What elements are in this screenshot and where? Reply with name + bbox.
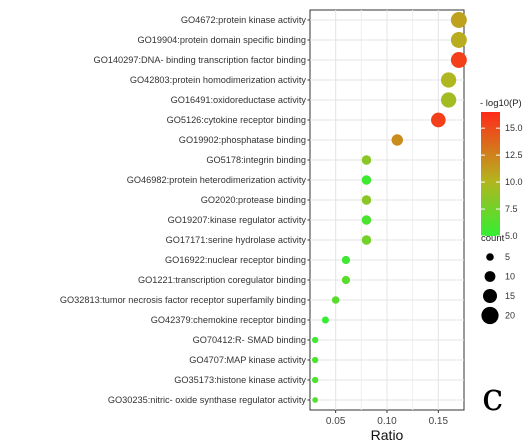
size-legend-title: count <box>481 233 505 244</box>
bubble <box>311 336 319 344</box>
go-term-label: GO4707:MAP kinase activity <box>189 355 306 365</box>
go-term-label: GO17171:serine hydrolase activity <box>166 235 307 245</box>
color-legend-label: 12.5 <box>505 150 523 160</box>
bubble <box>361 155 372 165</box>
x-axis-ticks: 0.05 0.10 0.15 <box>326 410 449 427</box>
go-term-labels: GO4672:protein kinase activity GO19904:pr… <box>60 15 310 405</box>
size-legend-label: 5 <box>505 252 510 262</box>
bubbles <box>311 12 467 403</box>
go-term-label: GO46982:protein heterodimerization activ… <box>127 175 307 185</box>
size-legend-dot <box>484 271 496 282</box>
bubble <box>440 92 457 108</box>
bubble <box>312 397 318 403</box>
color-legend-label: 10.0 <box>505 177 523 187</box>
go-term-label: GO19904:protein domain specific binding <box>137 35 306 45</box>
bubble <box>450 32 467 48</box>
bubble <box>341 275 351 285</box>
go-term-label: GO19902:phosphatase binding <box>179 135 306 145</box>
bubble <box>311 376 319 384</box>
size-legend-label: 15 <box>505 291 515 301</box>
go-term-label: GO30235:nitric- oxide synthase regulator… <box>108 395 307 405</box>
bubble <box>431 112 446 128</box>
size-legend-dot <box>481 306 499 325</box>
bubble <box>331 296 340 304</box>
bubble <box>440 72 457 88</box>
x-tick-label: 0.05 <box>326 416 346 427</box>
go-term-label: GO16491:oxidoreductase activity <box>171 95 307 105</box>
bubble <box>311 356 319 364</box>
color-legend-label: 7.5 <box>505 204 518 214</box>
color-legend: - log10(P) 15.0 12.5 10.0 7.5 5.0 <box>480 98 523 241</box>
go-term-label: GO19207:kinase regulator activity <box>168 215 307 225</box>
bubble <box>391 134 403 146</box>
bubble <box>361 215 372 225</box>
go-term-label: GO42379:chemokine receptor binding <box>151 315 306 325</box>
bubble <box>361 195 372 205</box>
go-term-label: GO4672:protein kinase activity <box>181 15 307 25</box>
gridlines <box>310 10 464 410</box>
color-legend-title: - log10(P) <box>480 98 522 109</box>
go-term-label: GO2020:protease binding <box>201 195 306 205</box>
color-legend-bar <box>481 112 500 236</box>
size-legend-dot <box>483 289 497 303</box>
go-term-label: GO35173:histone kinase activity <box>174 375 306 385</box>
x-tick-label: 0.15 <box>429 416 449 427</box>
go-term-label: GO70412:R- SMAD binding <box>193 335 306 345</box>
size-legend-label: 10 <box>505 272 515 282</box>
go-term-label: GO1221:transcription coregulator binding <box>138 275 306 285</box>
size-legend-dot <box>486 253 494 261</box>
size-legend: count 5 10 15 20 <box>481 233 515 325</box>
go-term-label: GO140297:DNA- binding transcription fact… <box>94 55 306 65</box>
panel-label: c <box>482 375 503 419</box>
bubble <box>361 175 372 185</box>
bubble <box>450 52 467 68</box>
x-axis-title: Ratio <box>371 427 404 443</box>
bubble <box>321 316 329 324</box>
bubble <box>361 235 372 245</box>
color-legend-label: 5.0 <box>505 231 518 241</box>
x-tick-label: 0.10 <box>377 416 397 427</box>
go-term-label: GO5126:cytokine receptor binding <box>167 115 306 125</box>
color-legend-label: 15.0 <box>505 123 523 133</box>
bubble <box>450 12 467 28</box>
go-term-label: GO16922:nuclear receptor binding <box>165 255 306 265</box>
size-legend-label: 20 <box>505 311 515 321</box>
go-term-label: GO32813:tumor necrosis factor receptor s… <box>60 295 306 305</box>
go-term-label: GO5178:integrin binding <box>206 155 306 165</box>
bubble <box>341 255 351 265</box>
go-term-label: GO42803:protein homodimerization activit… <box>130 75 307 85</box>
